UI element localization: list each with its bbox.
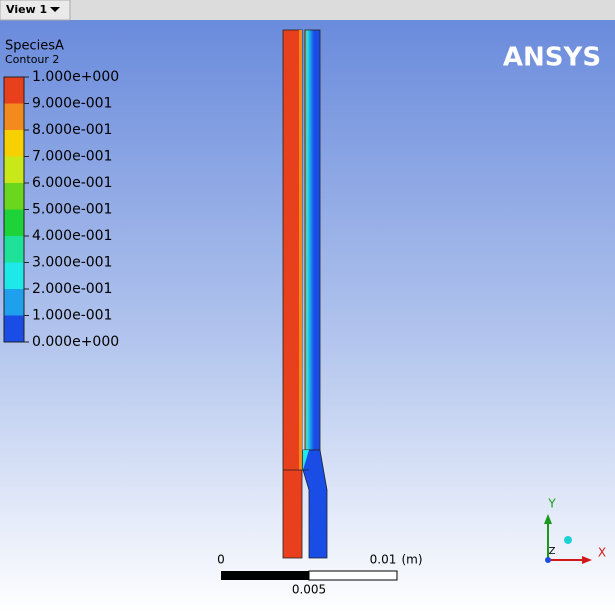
z-axis <box>545 557 551 563</box>
x-axis-label: X <box>598 546 606 560</box>
legend-label: 2.000e-001 <box>32 281 112 297</box>
legend-label: 0.000e+000 <box>32 334 119 350</box>
legend-band <box>4 289 24 316</box>
tab[interactable] <box>0 0 71 21</box>
legend-title: SpeciesA <box>5 39 64 54</box>
z-axis-label: Z <box>549 546 556 557</box>
legend-band <box>4 156 24 183</box>
scale-unit: (m) <box>401 553 422 567</box>
y-axis-label: Y <box>547 497 556 511</box>
legend-subtitle: Contour 2 <box>5 53 59 66</box>
legend-band <box>4 262 24 289</box>
annulus <box>304 29 321 451</box>
triad-ball <box>564 536 572 544</box>
legend-label: 6.000e-001 <box>32 175 112 191</box>
legend-band <box>4 103 24 130</box>
legend-label: 8.000e-001 <box>32 122 112 138</box>
legend-label: 9.000e-001 <box>32 96 112 112</box>
logo: ANSYS <box>503 43 601 73</box>
tab-dropdown[interactable] <box>50 7 60 12</box>
legend-band <box>4 209 24 236</box>
legend: 1.000e+000 9.000e-001 8.000e-001 7.000e-001… <box>3 69 119 350</box>
scale-end: 0.01 <box>370 553 397 567</box>
tab-bar <box>0 0 615 20</box>
legend-band <box>4 77 24 104</box>
legend-band <box>4 183 24 210</box>
legend-label: 1.000e-001 <box>32 308 112 324</box>
scale-bar-black <box>221 571 309 580</box>
legend-label: 4.000e-001 <box>32 228 112 244</box>
legend-band <box>4 315 24 342</box>
legend-label: 7.000e-001 <box>32 149 112 165</box>
legend-label: 1.000e+000 <box>32 69 119 85</box>
annulus-outlet <box>302 449 328 559</box>
scale-bar-white <box>308 570 398 581</box>
legend-label: 5.000e-001 <box>32 202 112 218</box>
tab-title[interactable]: View 1 <box>6 3 47 16</box>
inner-wall <box>299 30 302 470</box>
legend-band <box>4 130 24 157</box>
mixing-zone <box>303 450 309 470</box>
scale-start: 0 <box>217 553 225 567</box>
legend-label: 3.000e-001 <box>32 255 112 271</box>
scale-mid: 0.005 <box>292 583 326 597</box>
legend-band <box>4 236 24 263</box>
y-arrow <box>544 514 552 524</box>
x-arrow <box>582 556 592 564</box>
